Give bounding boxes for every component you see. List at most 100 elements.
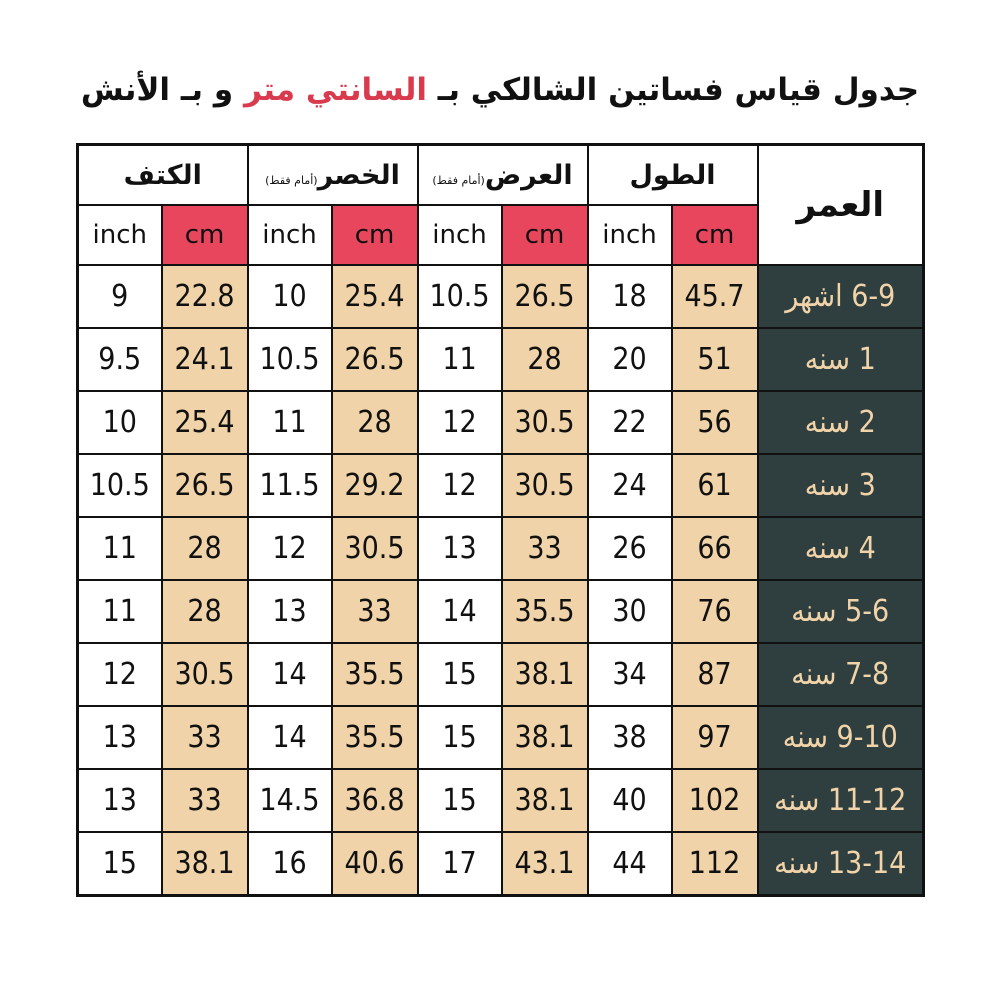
waist-inch-cell: 14.5 — [246, 768, 333, 833]
shoulder-label: الكتف — [123, 159, 202, 191]
width-label: العرض — [484, 159, 573, 191]
waist-inch-cell: 16 — [246, 831, 333, 897]
unit-inch-width: inch — [416, 204, 503, 266]
waist-cm-cell: 36.8 — [330, 768, 419, 833]
page-title: جدول قياس فساتين الشالكي بـ السانتي متر … — [60, 72, 940, 108]
waist-inch-cell: 13 — [246, 579, 333, 644]
width-cm-cell: 30.5 — [500, 453, 589, 518]
unit-cm-width: cm — [500, 204, 589, 266]
length-cm-cell: 45.7 — [670, 264, 759, 329]
width-inch-cell: 13 — [416, 516, 503, 581]
shoulder-inch-cell: 10.5 — [76, 453, 163, 518]
table-row: 11 28 13 33 14 35.5 30 76 5-6 سنه — [76, 579, 925, 644]
width-cm-cell: 33 — [500, 516, 589, 581]
width-cm-cell: 26.5 — [500, 264, 589, 329]
shoulder-inch-cell: 9.5 — [76, 327, 163, 392]
shoulder-inch-cell: 10 — [76, 390, 163, 455]
width-cm-cell: 38.1 — [500, 705, 589, 770]
waist-cm-cell: 25.4 — [330, 264, 419, 329]
width-cm-cell: 28 — [500, 327, 589, 392]
shoulder-inch-cell: 11 — [76, 516, 163, 581]
width-inch-cell: 11 — [416, 327, 503, 392]
unit-cm-waist: cm — [330, 204, 419, 266]
width-inch-cell: 15 — [416, 705, 503, 770]
shoulder-cm-cell: 30.5 — [160, 642, 249, 707]
width-cm-cell: 30.5 — [500, 390, 589, 455]
table-row: 13 33 14 35.5 15 38.1 38 97 9-10 سنه — [76, 705, 925, 770]
shoulder-inch-cell: 13 — [76, 705, 163, 770]
size-chart-table: الكتف الخصر(أمام فقط) العرض(أمام فقط) ال… — [76, 143, 925, 897]
length-cm-cell: 66 — [670, 516, 759, 581]
shoulder-inch-cell: 13 — [76, 768, 163, 833]
column-header-age: العمر — [756, 143, 925, 266]
table-row: 13 33 14.5 36.8 15 38.1 40 102 11-12 سنه — [76, 768, 925, 833]
length-cm-cell: 87 — [670, 642, 759, 707]
shoulder-cm-cell: 25.4 — [160, 390, 249, 455]
waist-cm-cell: 35.5 — [330, 705, 419, 770]
waist-inch-cell: 10 — [246, 264, 333, 329]
waist-cm-cell: 30.5 — [330, 516, 419, 581]
waist-cm-cell: 29.2 — [330, 453, 419, 518]
age-cell: 9-10 سنه — [756, 705, 925, 770]
unit-inch-length: inch — [586, 204, 673, 266]
length-cm-cell: 51 — [670, 327, 759, 392]
age-cell: 13-14 سنه — [756, 831, 925, 897]
shoulder-cm-cell: 22.8 — [160, 264, 249, 329]
length-inch-cell: 44 — [586, 831, 673, 897]
shoulder-cm-cell: 28 — [160, 516, 249, 581]
width-inch-cell: 14 — [416, 579, 503, 644]
length-cm-cell: 97 — [670, 705, 759, 770]
shoulder-inch-cell: 9 — [76, 264, 163, 329]
table-row: 10.5 26.5 11.5 29.2 12 30.5 24 61 3 سنه — [76, 453, 925, 518]
waist-cm-cell: 35.5 — [330, 642, 419, 707]
waist-label: الخصر — [317, 159, 400, 191]
length-cm-cell: 61 — [670, 453, 759, 518]
width-inch-cell: 12 — [416, 453, 503, 518]
length-cm-cell: 56 — [670, 390, 759, 455]
waist-inch-cell: 14 — [246, 642, 333, 707]
width-cm-cell: 35.5 — [500, 579, 589, 644]
length-inch-cell: 22 — [586, 390, 673, 455]
shoulder-cm-cell: 26.5 — [160, 453, 249, 518]
length-inch-cell: 18 — [586, 264, 673, 329]
width-cm-cell: 38.1 — [500, 768, 589, 833]
waist-cm-cell: 28 — [330, 390, 419, 455]
shoulder-inch-cell: 12 — [76, 642, 163, 707]
length-inch-cell: 20 — [586, 327, 673, 392]
table-row: 9.5 24.1 10.5 26.5 11 28 20 51 1 سنه — [76, 327, 925, 392]
table-row: 12 30.5 14 35.5 15 38.1 34 87 7-8 سنه — [76, 642, 925, 707]
width-inch-cell: 15 — [416, 768, 503, 833]
unit-cm-shoulder: cm — [160, 204, 249, 266]
length-inch-cell: 34 — [586, 642, 673, 707]
table-row: 9 22.8 10 25.4 10.5 26.5 18 45.7 6-9 اشهر — [76, 264, 925, 329]
unit-inch-shoulder: inch — [76, 204, 163, 266]
length-inch-cell: 38 — [586, 705, 673, 770]
width-inch-cell: 17 — [416, 831, 503, 897]
column-header-length: الطول — [586, 143, 759, 206]
length-inch-cell: 40 — [586, 768, 673, 833]
title-part-2: و بـ الأنش — [80, 72, 244, 108]
column-header-width: العرض(أمام فقط) — [416, 143, 589, 206]
waist-inch-cell: 11 — [246, 390, 333, 455]
length-inch-cell: 30 — [586, 579, 673, 644]
width-inch-cell: 15 — [416, 642, 503, 707]
age-cell: 11-12 سنه — [756, 768, 925, 833]
waist-note: (أمام فقط) — [265, 173, 318, 187]
age-cell: 1 سنه — [756, 327, 925, 392]
age-cell: 3 سنه — [756, 453, 925, 518]
age-cell: 4 سنه — [756, 516, 925, 581]
unit-cm-length: cm — [670, 204, 759, 266]
column-header-waist: الخصر(أمام فقط) — [246, 143, 419, 206]
waist-cm-cell: 33 — [330, 579, 419, 644]
shoulder-cm-cell: 28 — [160, 579, 249, 644]
waist-inch-cell: 11.5 — [246, 453, 333, 518]
age-cell: 7-8 سنه — [756, 642, 925, 707]
waist-cm-cell: 26.5 — [330, 327, 419, 392]
title-part-1: جدول قياس فساتين الشالكي بـ — [426, 72, 920, 108]
width-cm-cell: 43.1 — [500, 831, 589, 897]
age-cell: 6-9 اشهر — [756, 264, 925, 329]
length-cm-cell: 102 — [670, 768, 759, 833]
table-row: 11 28 12 30.5 13 33 26 66 4 سنه — [76, 516, 925, 581]
shoulder-cm-cell: 33 — [160, 705, 249, 770]
width-note: (أمام فقط) — [432, 173, 485, 187]
